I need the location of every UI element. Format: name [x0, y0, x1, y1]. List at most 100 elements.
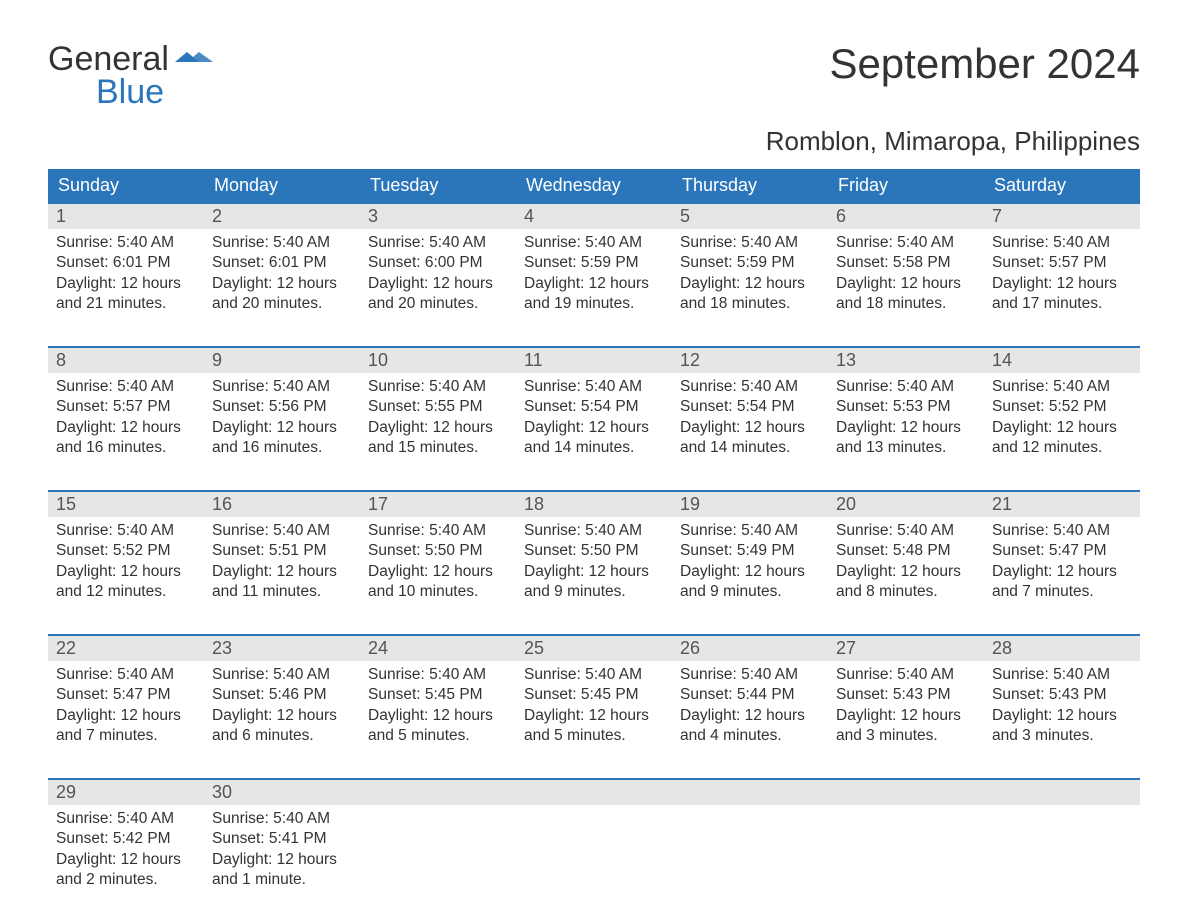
daylight-text: Daylight: 12 hours and 20 minutes. — [368, 274, 508, 315]
day-number: 2 — [204, 204, 360, 229]
daylight-text: Daylight: 12 hours and 14 minutes. — [680, 418, 820, 459]
header: General Blue September 2024 — [48, 40, 1140, 112]
day-number: 20 — [828, 492, 984, 517]
daylight-text: Daylight: 12 hours and 18 minutes. — [680, 274, 820, 315]
sunrise-text: Sunrise: 5:40 AM — [212, 377, 352, 397]
daylight-text: Daylight: 12 hours and 19 minutes. — [524, 274, 664, 315]
day-cell: . — [984, 780, 1140, 908]
day-number: 24 — [360, 636, 516, 661]
sunrise-text: Sunrise: 5:40 AM — [56, 377, 196, 397]
sunrise-text: Sunrise: 5:40 AM — [524, 521, 664, 541]
day-header-wednesday: Wednesday — [516, 169, 672, 202]
sunrise-text: Sunrise: 5:40 AM — [212, 665, 352, 685]
day-number: 16 — [204, 492, 360, 517]
sunrise-text: Sunrise: 5:40 AM — [524, 377, 664, 397]
day-cell: 25Sunrise: 5:40 AMSunset: 5:45 PMDayligh… — [516, 636, 672, 764]
daylight-text: Daylight: 12 hours and 16 minutes. — [56, 418, 196, 459]
day-number: 21 — [984, 492, 1140, 517]
calendar: Sunday Monday Tuesday Wednesday Thursday… — [48, 169, 1140, 908]
day-number: 17 — [360, 492, 516, 517]
sunrise-text: Sunrise: 5:40 AM — [680, 665, 820, 685]
day-body: Sunrise: 5:40 AMSunset: 6:01 PMDaylight:… — [48, 229, 204, 323]
daylight-text: Daylight: 12 hours and 15 minutes. — [368, 418, 508, 459]
day-cell: 19Sunrise: 5:40 AMSunset: 5:49 PMDayligh… — [672, 492, 828, 620]
day-body: Sunrise: 5:40 AMSunset: 6:00 PMDaylight:… — [360, 229, 516, 323]
day-number: 14 — [984, 348, 1140, 373]
day-body: Sunrise: 5:40 AMSunset: 5:57 PMDaylight:… — [48, 373, 204, 467]
day-body: Sunrise: 5:40 AMSunset: 5:45 PMDaylight:… — [516, 661, 672, 755]
daylight-text: Daylight: 12 hours and 18 minutes. — [836, 274, 976, 315]
sunrise-text: Sunrise: 5:40 AM — [836, 377, 976, 397]
sunset-text: Sunset: 5:45 PM — [524, 685, 664, 705]
day-body: Sunrise: 5:40 AMSunset: 5:41 PMDaylight:… — [204, 805, 360, 899]
sunrise-text: Sunrise: 5:40 AM — [992, 233, 1132, 253]
day-body: Sunrise: 5:40 AMSunset: 5:58 PMDaylight:… — [828, 229, 984, 323]
day-cell: 21Sunrise: 5:40 AMSunset: 5:47 PMDayligh… — [984, 492, 1140, 620]
daylight-text: Daylight: 12 hours and 12 minutes. — [56, 562, 196, 603]
day-body: Sunrise: 5:40 AMSunset: 5:59 PMDaylight:… — [516, 229, 672, 323]
sunrise-text: Sunrise: 5:40 AM — [524, 665, 664, 685]
day-number: 25 — [516, 636, 672, 661]
day-cell: . — [828, 780, 984, 908]
week-row: 22Sunrise: 5:40 AMSunset: 5:47 PMDayligh… — [48, 634, 1140, 764]
logo-text-blue: Blue — [96, 73, 213, 112]
daylight-text: Daylight: 12 hours and 3 minutes. — [992, 706, 1132, 747]
day-cell: 14Sunrise: 5:40 AMSunset: 5:52 PMDayligh… — [984, 348, 1140, 476]
day-number: 11 — [516, 348, 672, 373]
day-header-thursday: Thursday — [672, 169, 828, 202]
day-cell: 3Sunrise: 5:40 AMSunset: 6:00 PMDaylight… — [360, 204, 516, 332]
day-number: . — [516, 780, 672, 805]
day-number: 5 — [672, 204, 828, 229]
sunset-text: Sunset: 5:55 PM — [368, 397, 508, 417]
day-number: 10 — [360, 348, 516, 373]
day-cell: 13Sunrise: 5:40 AMSunset: 5:53 PMDayligh… — [828, 348, 984, 476]
sunrise-text: Sunrise: 5:40 AM — [680, 233, 820, 253]
day-cell: 9Sunrise: 5:40 AMSunset: 5:56 PMDaylight… — [204, 348, 360, 476]
day-number: . — [360, 780, 516, 805]
daylight-text: Daylight: 12 hours and 11 minutes. — [212, 562, 352, 603]
sunset-text: Sunset: 5:52 PM — [992, 397, 1132, 417]
day-cell: 24Sunrise: 5:40 AMSunset: 5:45 PMDayligh… — [360, 636, 516, 764]
sunrise-text: Sunrise: 5:40 AM — [992, 521, 1132, 541]
day-body: Sunrise: 5:40 AMSunset: 5:49 PMDaylight:… — [672, 517, 828, 611]
daylight-text: Daylight: 12 hours and 2 minutes. — [56, 850, 196, 891]
day-cell: 2Sunrise: 5:40 AMSunset: 6:01 PMDaylight… — [204, 204, 360, 332]
day-cell: 16Sunrise: 5:40 AMSunset: 5:51 PMDayligh… — [204, 492, 360, 620]
day-number: 3 — [360, 204, 516, 229]
sunset-text: Sunset: 5:57 PM — [992, 253, 1132, 273]
day-body: Sunrise: 5:40 AMSunset: 5:59 PMDaylight:… — [672, 229, 828, 323]
sunset-text: Sunset: 5:51 PM — [212, 541, 352, 561]
day-cell: 22Sunrise: 5:40 AMSunset: 5:47 PMDayligh… — [48, 636, 204, 764]
daylight-text: Daylight: 12 hours and 1 minute. — [212, 850, 352, 891]
day-body: Sunrise: 5:40 AMSunset: 5:43 PMDaylight:… — [828, 661, 984, 755]
sunset-text: Sunset: 5:47 PM — [56, 685, 196, 705]
sunset-text: Sunset: 5:45 PM — [368, 685, 508, 705]
day-header-sunday: Sunday — [48, 169, 204, 202]
sunset-text: Sunset: 5:57 PM — [56, 397, 196, 417]
sunset-text: Sunset: 5:44 PM — [680, 685, 820, 705]
sunrise-text: Sunrise: 5:40 AM — [836, 665, 976, 685]
day-number: 23 — [204, 636, 360, 661]
day-body: Sunrise: 5:40 AMSunset: 5:51 PMDaylight:… — [204, 517, 360, 611]
day-number: 29 — [48, 780, 204, 805]
weeks-container: 1Sunrise: 5:40 AMSunset: 6:01 PMDaylight… — [48, 202, 1140, 908]
day-body: Sunrise: 5:40 AMSunset: 5:45 PMDaylight:… — [360, 661, 516, 755]
week-row: 15Sunrise: 5:40 AMSunset: 5:52 PMDayligh… — [48, 490, 1140, 620]
sunset-text: Sunset: 5:54 PM — [524, 397, 664, 417]
sunrise-text: Sunrise: 5:40 AM — [56, 233, 196, 253]
daylight-text: Daylight: 12 hours and 9 minutes. — [524, 562, 664, 603]
day-body: Sunrise: 5:40 AMSunset: 5:50 PMDaylight:… — [516, 517, 672, 611]
day-number: 8 — [48, 348, 204, 373]
sunset-text: Sunset: 5:56 PM — [212, 397, 352, 417]
daylight-text: Daylight: 12 hours and 13 minutes. — [836, 418, 976, 459]
day-body: Sunrise: 5:40 AMSunset: 5:43 PMDaylight:… — [984, 661, 1140, 755]
sunset-text: Sunset: 5:53 PM — [836, 397, 976, 417]
daylight-text: Daylight: 12 hours and 21 minutes. — [56, 274, 196, 315]
day-body: Sunrise: 5:40 AMSunset: 5:52 PMDaylight:… — [984, 373, 1140, 467]
day-number: 28 — [984, 636, 1140, 661]
daylight-text: Daylight: 12 hours and 8 minutes. — [836, 562, 976, 603]
logo: General Blue — [48, 40, 213, 112]
day-cell: 23Sunrise: 5:40 AMSunset: 5:46 PMDayligh… — [204, 636, 360, 764]
day-number: 4 — [516, 204, 672, 229]
day-cell: 27Sunrise: 5:40 AMSunset: 5:43 PMDayligh… — [828, 636, 984, 764]
